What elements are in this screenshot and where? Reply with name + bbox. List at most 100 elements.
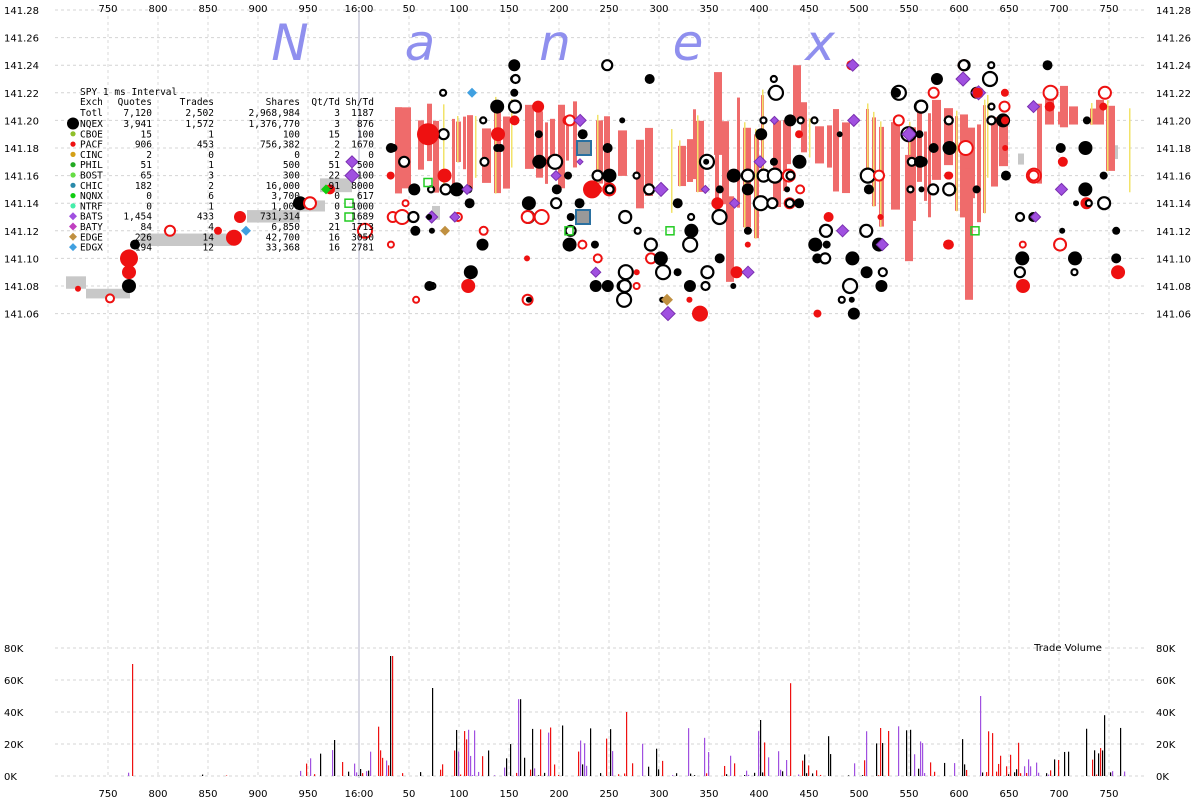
nqex-quote-marker: [577, 129, 588, 140]
volume-bar: [554, 764, 556, 776]
nqex-quote-marker: [1015, 251, 1030, 266]
x-tick-label-top: 600: [949, 4, 968, 15]
x-tick-label-bottom: 300: [649, 789, 668, 800]
nbbo-band: [1069, 106, 1078, 125]
nbbo-band: [968, 127, 975, 199]
table-total-cell: Totl: [80, 108, 103, 119]
table-cell: 14: [203, 232, 215, 243]
nqex-quote-marker: [726, 168, 741, 183]
nqex-trade-marker: [617, 278, 632, 294]
bats-marker: [753, 155, 767, 169]
table-cell: 194: [135, 243, 152, 254]
pacf-quote-marker: [1111, 265, 1126, 280]
nqex-quote-marker: [521, 196, 536, 211]
table-cell: 21: [329, 222, 341, 233]
pacf-quote-marker: [532, 100, 545, 113]
bats-marker: [835, 224, 850, 238]
pacf-trade-marker: [520, 210, 535, 224]
nqex-trade-marker: [986, 115, 997, 126]
table-cell: 8000: [351, 181, 374, 192]
nqex-trade-marker: [407, 210, 420, 224]
nqex-trade-marker: [550, 197, 563, 210]
volume-bar: [1016, 769, 1018, 776]
pacf-quote-marker: [1059, 157, 1068, 166]
table-title: SPY 1 ms Interval: [80, 87, 177, 98]
pacf-quote-marker: [122, 265, 136, 280]
volume-bar: [1050, 770, 1052, 776]
pacf-trade-marker: [577, 239, 588, 250]
nqex-trade-marker: [1084, 199, 1093, 208]
table-cell: 2781: [351, 243, 374, 254]
volume-bar: [454, 750, 456, 776]
table-cell: 1,376,770: [249, 119, 301, 130]
volume-bar: [348, 771, 350, 776]
chic-marker: [575, 209, 591, 225]
volume-bar: [320, 753, 322, 776]
volume-bar: [366, 771, 368, 776]
volume-bar: [578, 751, 580, 776]
bats-marker: [875, 237, 890, 252]
x-tick-label-top: 950: [298, 4, 317, 15]
nqex-quote-marker: [931, 75, 940, 83]
volume-bar: [922, 743, 924, 776]
pacf-trade-marker: [1097, 85, 1112, 100]
volume-bar: [1100, 748, 1102, 776]
y-tick-label-right: 141.22: [1156, 89, 1191, 100]
nqex-quote-marker: [1099, 171, 1108, 180]
nbbo-band: [545, 122, 548, 184]
x-tick-label-bottom: 750: [98, 789, 117, 800]
nqex-quote-marker: [449, 182, 464, 197]
volume-bar: [534, 768, 536, 776]
nqex-quote-marker: [730, 283, 737, 289]
x-tick-label-top: 16:00: [345, 4, 374, 15]
volume-bar: [804, 754, 806, 776]
table-cell: CINC: [80, 150, 103, 161]
nqex-trade-marker: [643, 237, 658, 252]
nqex-trade-marker: [841, 277, 859, 295]
edge-line: [873, 111, 875, 207]
table-cell: 0: [334, 191, 340, 202]
y-tick-label-left: 141.26: [4, 34, 39, 45]
volume-bar: [768, 757, 770, 776]
x-tick-label-bottom: 900: [248, 789, 267, 800]
y-tick-label-right: 141.28: [1156, 6, 1191, 17]
volume-title: Trade Volume: [1033, 643, 1102, 654]
bost-marker: [665, 226, 675, 236]
nqex-quote-marker: [684, 223, 699, 238]
table-cell: 500: [357, 160, 374, 171]
volume-bar: [1064, 751, 1066, 776]
table-cell: 6,850: [271, 222, 300, 233]
volume-bar: [862, 775, 864, 776]
x-tick-label-top: 700: [1049, 4, 1068, 15]
table-cell: EDGE: [80, 232, 103, 243]
pacf-quote-marker: [491, 127, 506, 142]
pacf-quote-marker: [943, 239, 954, 250]
volume-bar: [808, 765, 810, 776]
bats-marker: [955, 71, 971, 87]
bats-marker: [576, 158, 584, 166]
nqex-quote-marker: [1111, 253, 1122, 264]
nbbo-bands: [66, 65, 1131, 300]
volume-bar: [986, 772, 988, 776]
volume-bar: [744, 775, 746, 776]
table-header: Qt/Td: [311, 97, 340, 108]
volume-bar: [876, 743, 878, 776]
x-tick-label-top: 100: [449, 4, 468, 15]
volume-bar: [966, 769, 968, 776]
bats-marker: [769, 115, 780, 126]
x-tick-label-top: 350: [699, 4, 718, 15]
y-tick-label-left: 141.16: [4, 172, 39, 183]
volume-bar: [1086, 728, 1088, 776]
edge-line: [867, 103, 869, 177]
table-cell: 33,368: [266, 243, 301, 254]
table-cell: 100: [357, 171, 374, 182]
nqex-trade-marker: [398, 155, 411, 168]
nbbo-band: [452, 118, 455, 187]
nqex-trade-marker: [479, 156, 490, 167]
volume-bar: [688, 728, 690, 776]
nbbo-band: [525, 104, 534, 169]
bats-marker: [344, 167, 360, 184]
volume-tick-label-left: 20K: [4, 740, 24, 751]
x-tick-label-bottom: 550: [899, 789, 918, 800]
nbbo-band: [924, 131, 927, 201]
